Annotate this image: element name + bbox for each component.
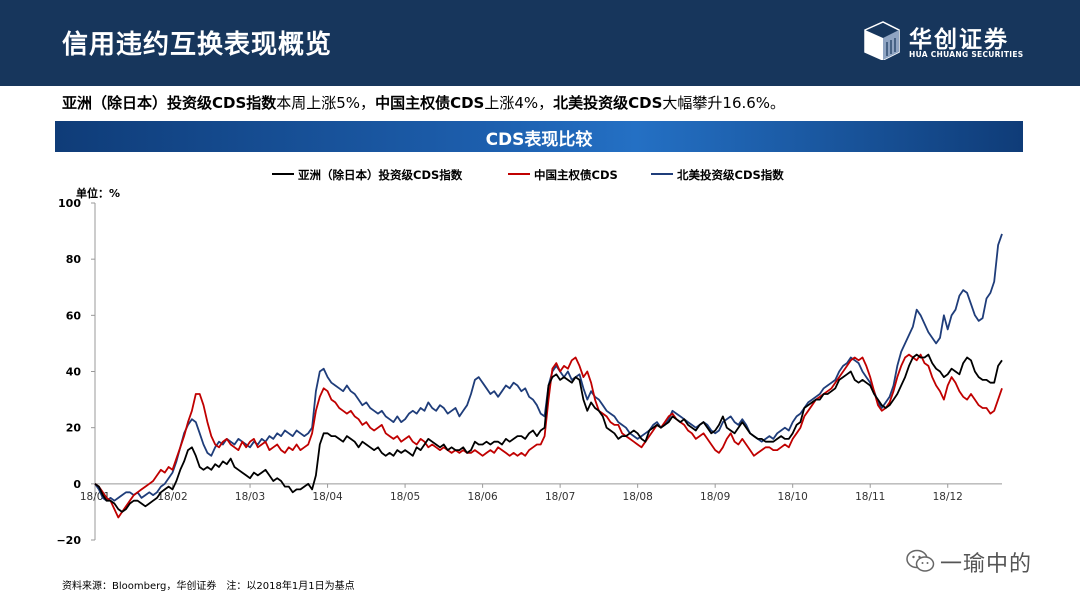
legend-label-china: 中国主权债CDS [534, 168, 618, 182]
y-tick-label: 100 [58, 197, 81, 210]
y-tick-label: −20 [56, 534, 81, 547]
x-tick-label: 18/03 [235, 491, 265, 503]
x-tick-label: 18/10 [778, 491, 808, 503]
summary-text: 亚洲（除日本）投资级CDS指数本周上涨5%，中国主权债CDS上涨4%，北美投资级… [62, 92, 785, 113]
section-banner: CDS表现比较 [55, 121, 1023, 152]
x-tick-label: 18/05 [390, 491, 420, 503]
y-tick-label: 40 [66, 366, 82, 379]
header-bar: 信用违约互换表现概览 华创证券 HUA CHUANG SECURITIES [0, 0, 1080, 86]
cds-line-chart: 亚洲（除日本）投资级CDS指数 中国主权债CDS 北美投资级CDS指数 单位：%… [0, 155, 1080, 565]
legend-label-asia: 亚洲（除日本）投资级CDS指数 [298, 168, 463, 182]
y-tick-label: 20 [66, 422, 82, 435]
logo-text-en: HUA CHUANG SECURITIES [909, 50, 1024, 59]
x-tick-label: 18/02 [157, 491, 187, 503]
x-tick-label: 18/06 [467, 491, 498, 503]
logo-text-cn: 华创证券 [909, 27, 1009, 53]
y-tick-label: 0 [73, 478, 81, 491]
x-tick-label: 18/12 [933, 491, 963, 503]
y-tick-label: 60 [66, 309, 82, 322]
x-tick-label: 18/07 [545, 491, 575, 503]
legend-item-na: 北美投资级CDS指数 [651, 167, 784, 185]
page-title: 信用违约互换表现概览 [62, 30, 333, 60]
legend-item-china: 中国主权债CDS [508, 167, 618, 185]
wechat-icon [906, 549, 935, 572]
legend-swatch-asia [272, 173, 294, 175]
legend-item-asia: 亚洲（除日本）投资级CDS指数 [272, 167, 462, 185]
summary-china-label: 中国主权债CDS [375, 94, 485, 112]
chart-legend: 亚洲（除日本）投资级CDS指数 中国主权债CDS 北美投资级CDS指数 [0, 167, 1080, 185]
summary-asia-change: 本周上涨5%， [276, 94, 376, 112]
chart-title: CDS表现比较 [485, 130, 593, 150]
y-axis-unit-label: 单位：% [76, 187, 121, 200]
legend-label-na: 北美投资级CDS指数 [677, 168, 784, 182]
source-note: 资料来源：Bloomberg，华创证券 注：以2018年1月1日为基点 [62, 581, 355, 592]
series-line-china [94, 353, 1003, 519]
x-tick-label: 18/08 [623, 491, 653, 503]
series-line-asia [94, 353, 1003, 513]
y-tick-label: 80 [66, 253, 82, 266]
summary-na-change: 大幅攀升16.6%。 [662, 94, 786, 112]
summary-asia-label: 亚洲（除日本）投资级CDS指数 [62, 94, 277, 112]
legend-swatch-china [508, 173, 530, 175]
x-tick-label: 18/04 [312, 491, 343, 503]
summary-na-label: 北美投资级CDS [553, 94, 663, 112]
x-tick-label: 18/11 [855, 491, 885, 503]
watermark-text: 一瑜中的 [940, 552, 1033, 577]
legend-swatch-na [651, 173, 673, 175]
summary-china-change: 上涨4%， [484, 94, 554, 112]
x-tick-label: 18/09 [700, 491, 730, 503]
logo-mark-icon [864, 21, 900, 60]
company-logo: 华创证券 HUA CHUANG SECURITIES [863, 20, 1023, 64]
